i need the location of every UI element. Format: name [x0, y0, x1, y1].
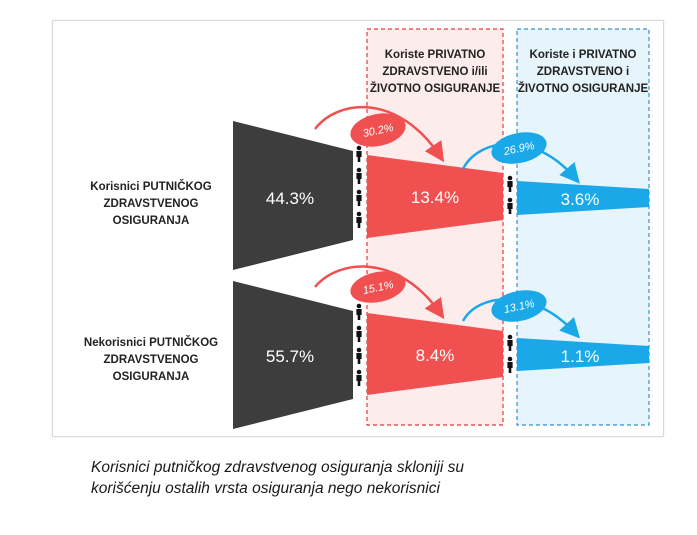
row1-label: Korisnici PUTNIČKOG ZDRAVSTVENOG OSIGURA… [71, 179, 231, 230]
row2-base-funnel [233, 281, 353, 429]
row2-label-line2: ZDRAVSTVENOG OSIGURANJA [103, 354, 199, 383]
row1-base-value: 44.3% [266, 189, 314, 208]
header-right-line3: ŽIVOTNO OSIGURANJE [517, 83, 649, 95]
row1-conv2-oval [491, 132, 547, 164]
funnel-diagram: 44.3% 13.4% 3.6% 55.7% 8.4% 1.1% 30.2% 2… [233, 28, 650, 429]
row2-label: Nekorisnici PUTNIČKOG ZDRAVSTVENOG OSIGU… [71, 335, 231, 386]
row2-blue-value: 1.1% [561, 347, 600, 366]
row1-base-funnel [233, 121, 353, 270]
funnel-figure: 44.3% 13.4% 3.6% 55.7% 8.4% 1.1% 30.2% 2… [52, 20, 664, 437]
row1-red-value: 13.4% [411, 188, 459, 207]
row2-base-value: 55.7% [266, 347, 314, 366]
row1-label-line1: Korisnici PUTNIČKOG [90, 181, 212, 193]
header-left-line3: ŽIVOTNO OSIGURANJE [369, 83, 501, 95]
row2-blue-funnel [517, 338, 649, 371]
row2-conv1-oval [350, 271, 406, 303]
person-icons-row2-a [356, 303, 362, 386]
row2-conv2-oval [491, 290, 547, 322]
person-icons-row1-a [356, 145, 362, 228]
row1-red-funnel [367, 155, 503, 238]
header-left-line2: ZDRAVSTVENO i/ili [382, 66, 488, 78]
caption: Korisnici putničkog zdravstvenog osigura… [91, 457, 611, 499]
row1-conv1-oval [350, 113, 406, 147]
caption-line1: Korisnici putničkog zdravstvenog osigura… [91, 459, 465, 476]
row1-label-line2: ZDRAVSTVENOG OSIGURANJA [103, 198, 199, 227]
header-left-line1: Koriste PRIVATNO [384, 49, 486, 61]
row1-blue-funnel [517, 181, 649, 215]
header-private-or-life: Koriste PRIVATNO ZDRAVSTVENO i/ili ŽIVOT… [367, 47, 503, 98]
row1-arrow-red [314, 105, 445, 163]
row2-arrow-red [314, 265, 445, 320]
row2-label-line1: Nekorisnici PUTNIČKOG [83, 337, 219, 349]
person-icons-row2-b [507, 334, 513, 373]
row2-red-value: 8.4% [416, 346, 455, 365]
caption-line2: korišćenju ostalih vrsta osiguranja nego… [91, 480, 440, 497]
row2-red-funnel [367, 313, 503, 395]
row1-blue-value: 3.6% [561, 190, 600, 209]
person-icons-row1-b [507, 175, 513, 214]
header-right-line1: Koriste i PRIVATNO [529, 49, 637, 61]
header-private-and-life: Koriste i PRIVATNO ZDRAVSTVENO i ŽIVOTNO… [517, 47, 649, 98]
header-right-line2: ZDRAVSTVENO i [536, 66, 630, 78]
